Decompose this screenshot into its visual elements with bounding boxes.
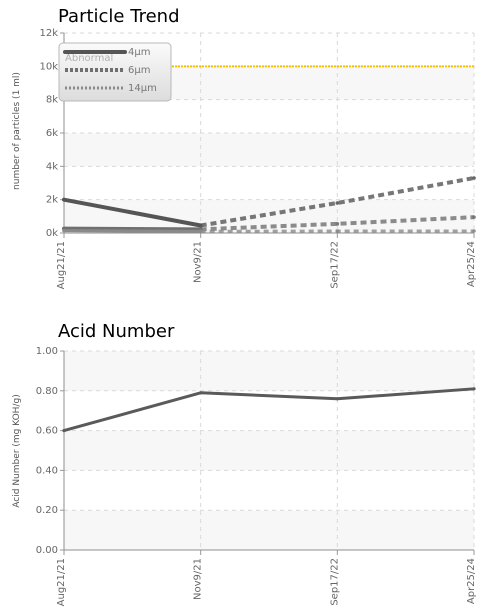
legend-label-6um: 6μm [128, 65, 150, 76]
chart-band-2-1 [64, 470, 474, 511]
particle-trend-lines [62, 65, 476, 234]
chart-band-1-3 [64, 99, 474, 133]
acid-number-ylabel: Acid Number (mg KOH/g) [12, 394, 22, 507]
legend-label-14um: 14μm [128, 83, 157, 94]
chart-2-series-0-point-1 [199, 391, 203, 395]
chart-1-y-label-0: 0k [46, 228, 58, 239]
chart-1-4m-solid-segment [62, 197, 203, 228]
chart-2-series-0-line [62, 387, 476, 433]
chart-1-y-label-2: 4k [46, 161, 58, 172]
chart-1-4m-dashed-segment [200, 176, 475, 228]
chart-2-y-label-1: 0.20 [36, 505, 58, 516]
chart-2-y-label-2: 0.40 [36, 465, 58, 476]
chart-2-y-label-0: 0.00 [36, 545, 58, 556]
chart-1-6m-solid-segment [62, 226, 203, 232]
chart-1-4m-point-0 [62, 197, 66, 202]
chart-1-4m-point-1 [198, 223, 203, 228]
particle-trend-grid [63, 32, 475, 234]
chart-band-2-4 [64, 351, 474, 391]
chart-1-y-label-4: 8k [46, 95, 58, 106]
chart-2-series-0-point-2 [335, 397, 339, 401]
chart-1-y-label-1: 2k [46, 195, 58, 206]
chart-band-2-0 [64, 510, 474, 550]
chart-2-y-label-3: 0.60 [36, 426, 58, 437]
acid-number-grid [63, 350, 475, 551]
chart-1-4m-point-2 [335, 201, 340, 205]
chart-1-4m-point-3 [472, 176, 476, 180]
chart-2-series-0-point-0 [62, 429, 66, 433]
particle-trend-chart: Particle Trend number of particles (1 ml… [12, 6, 477, 289]
chart-1-x-label-1: Nov9/21 [193, 241, 204, 283]
particle-trend-ylabel: number of particles (1 ml) [12, 72, 22, 190]
particle-trend-x-labels: Aug21/21 Nov9/21 Sep17/22 Apr25/24 [56, 241, 477, 289]
chart-band-1-2 [64, 133, 474, 167]
chart-2-x-label-3: Apr25/24 [466, 558, 477, 604]
acid-number-lines [62, 387, 476, 433]
acid-number-axis [60, 350, 475, 555]
chart-1-x-label-3: Apr25/24 [466, 241, 477, 287]
particle-trend-title: Particle Trend [58, 6, 180, 27]
chart-2-series-0-point-3 [472, 387, 476, 391]
particle-trend-legend: Abnormal 4μm 6μm 14μm [58, 42, 172, 102]
chart-band-1-1 [64, 166, 474, 200]
chart-2-x-label-2: Sep17/22 [329, 558, 340, 606]
chart-1-y-label-6: 12k [39, 28, 58, 39]
chart-1-14m-point-2 [335, 229, 340, 233]
chart-2-x-label-1: Nov9/21 [193, 558, 204, 600]
acid-number-title: Acid Number [58, 321, 175, 342]
chart-1-6m-point-3 [472, 215, 476, 219]
chart-1-14m-point-1 [198, 229, 203, 234]
chart-1-x-label-2: Sep17/22 [329, 241, 340, 289]
chart-1-14m-point-0 [62, 228, 66, 233]
chart-2-x-label-0: Aug21/21 [56, 558, 67, 606]
chart-2-y-label-5: 1.00 [36, 346, 58, 357]
particle-trend-y-labels: 0k 2k 4k 6k 8k 10k 12k [39, 28, 58, 239]
chart-1-y-label-3: 6k [46, 128, 58, 139]
chart-1-y-label-5: 10k [39, 61, 58, 72]
chart-1-x-label-0: Aug21/21 [56, 241, 67, 289]
chart-1-6m-point-2 [335, 222, 340, 226]
acid-number-x-labels: Aug21/21 Nov9/21 Sep17/22 Apr25/24 [56, 558, 477, 606]
chart-1-6m-dashed-segment [200, 215, 475, 232]
chart-1-14m-solid-segment [62, 229, 203, 233]
chart-band-2-2 [64, 430, 474, 471]
legend-label-4um: 4μm [128, 47, 150, 58]
chart-2-y-label-4: 0.80 [36, 386, 58, 397]
chart-1-14m-point-3 [472, 229, 476, 233]
acid-number-y-labels: 0.00 0.20 0.40 0.60 0.80 1.00 [36, 346, 58, 556]
legend-title: Abnormal [65, 53, 113, 64]
acid-number-chart: Acid Number Acid Number (mg KOH/g) Aug21… [12, 321, 477, 606]
